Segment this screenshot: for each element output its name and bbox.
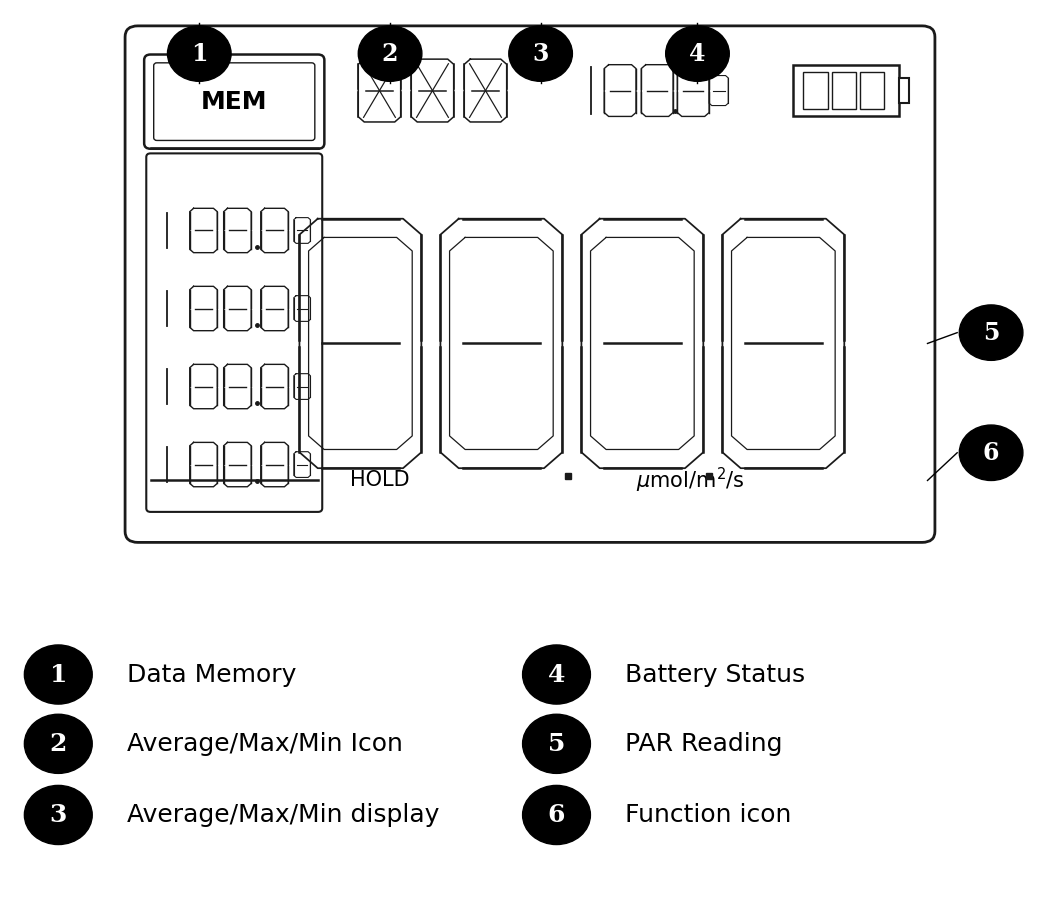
Circle shape <box>24 714 92 773</box>
Circle shape <box>959 425 1023 480</box>
Text: Average/Max/Min display: Average/Max/Min display <box>127 803 440 827</box>
Circle shape <box>666 26 729 81</box>
Text: Average/Max/Min Icon: Average/Max/Min Icon <box>127 732 403 756</box>
Text: 3: 3 <box>532 42 549 66</box>
Bar <box>803 72 828 109</box>
Text: 6: 6 <box>983 441 1000 465</box>
Text: Battery Status: Battery Status <box>625 663 806 687</box>
Text: 5: 5 <box>548 732 565 756</box>
Text: 2: 2 <box>50 732 67 756</box>
Bar <box>899 78 909 103</box>
Circle shape <box>523 645 590 704</box>
Text: 5: 5 <box>983 321 1000 345</box>
FancyBboxPatch shape <box>125 26 935 542</box>
Circle shape <box>24 645 92 704</box>
FancyBboxPatch shape <box>144 55 324 149</box>
Text: 1: 1 <box>50 663 67 687</box>
Circle shape <box>523 785 590 845</box>
Bar <box>832 72 855 109</box>
Bar <box>860 72 884 109</box>
Text: 4: 4 <box>548 663 565 687</box>
Text: MEM: MEM <box>201 90 267 114</box>
Text: $\mu$mol/m$^2$/s: $\mu$mol/m$^2$/s <box>636 466 745 495</box>
Text: 4: 4 <box>689 42 706 66</box>
Text: 6: 6 <box>548 803 565 827</box>
Circle shape <box>509 26 572 81</box>
Text: 2: 2 <box>382 42 399 66</box>
FancyBboxPatch shape <box>793 65 899 116</box>
Circle shape <box>24 785 92 845</box>
FancyBboxPatch shape <box>154 63 315 140</box>
Text: HOLD: HOLD <box>350 470 409 491</box>
Text: PAR Reading: PAR Reading <box>625 732 783 756</box>
Text: 1: 1 <box>191 42 208 66</box>
Circle shape <box>959 305 1023 360</box>
Circle shape <box>167 26 231 81</box>
Text: Function icon: Function icon <box>625 803 792 827</box>
Circle shape <box>358 26 422 81</box>
FancyBboxPatch shape <box>146 153 322 512</box>
Text: 3: 3 <box>50 803 67 827</box>
Text: Data Memory: Data Memory <box>127 663 297 687</box>
Circle shape <box>523 714 590 773</box>
